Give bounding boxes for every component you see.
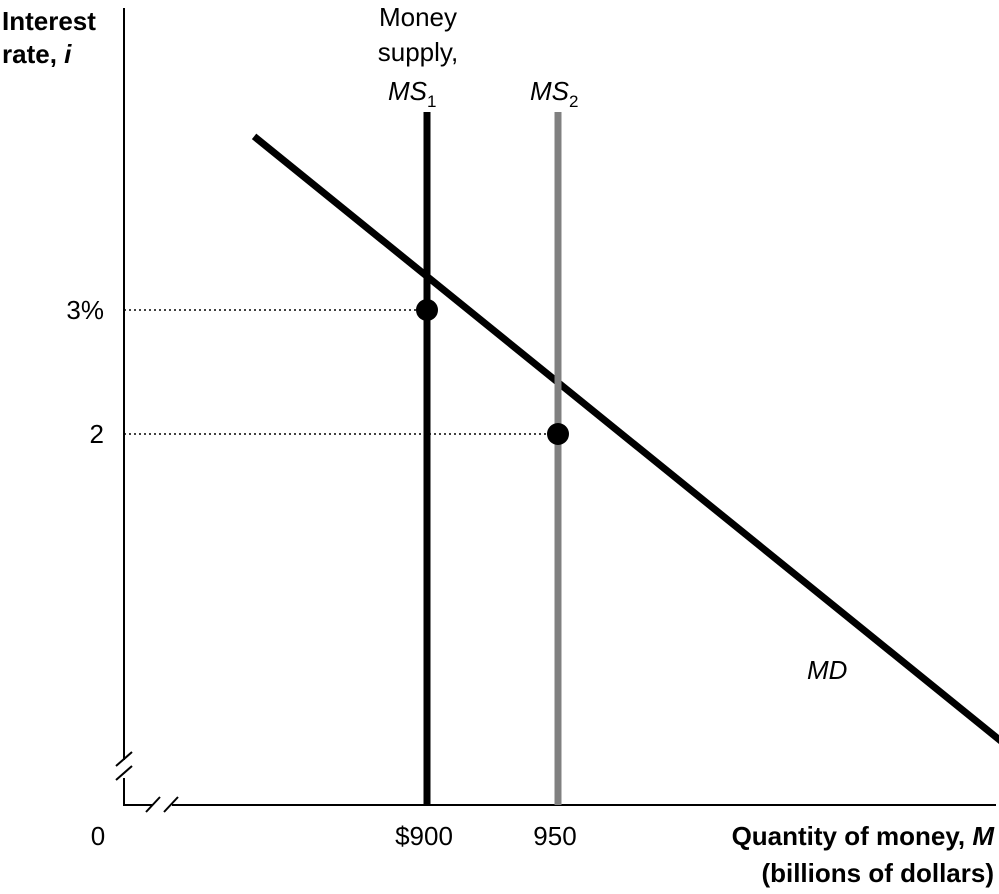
equilibrium-point xyxy=(547,423,569,445)
ms1-label: MS1 xyxy=(388,76,436,111)
md-curve xyxy=(251,133,999,744)
y-axis-label-line2: rate, i xyxy=(2,39,72,69)
x-axis-break-mark-b xyxy=(163,796,179,813)
y-axis-break-mark-b xyxy=(115,765,133,781)
x-axis-label-line1: Quantity of money, M xyxy=(732,821,996,851)
x-tick-label: $900 xyxy=(395,821,453,851)
y-tick-label: 3% xyxy=(66,295,104,325)
md-label: MD xyxy=(807,655,847,685)
equilibrium-point xyxy=(416,299,438,321)
origin-label: 0 xyxy=(91,821,105,851)
y-tick-label: 2 xyxy=(90,419,104,449)
x-axis-break-mark-a xyxy=(145,796,161,813)
y-axis-label-line1: Interest xyxy=(2,6,96,36)
x-tick-label: 950 xyxy=(533,821,576,851)
ms1-label-line1: Money xyxy=(379,2,457,32)
ms2-label: MS2 xyxy=(530,76,578,111)
x-axis-label-line2: (billions of dollars) xyxy=(761,858,994,888)
y-axis-break-mark-a xyxy=(115,751,133,767)
ms1-label-line2: supply, xyxy=(378,37,458,67)
